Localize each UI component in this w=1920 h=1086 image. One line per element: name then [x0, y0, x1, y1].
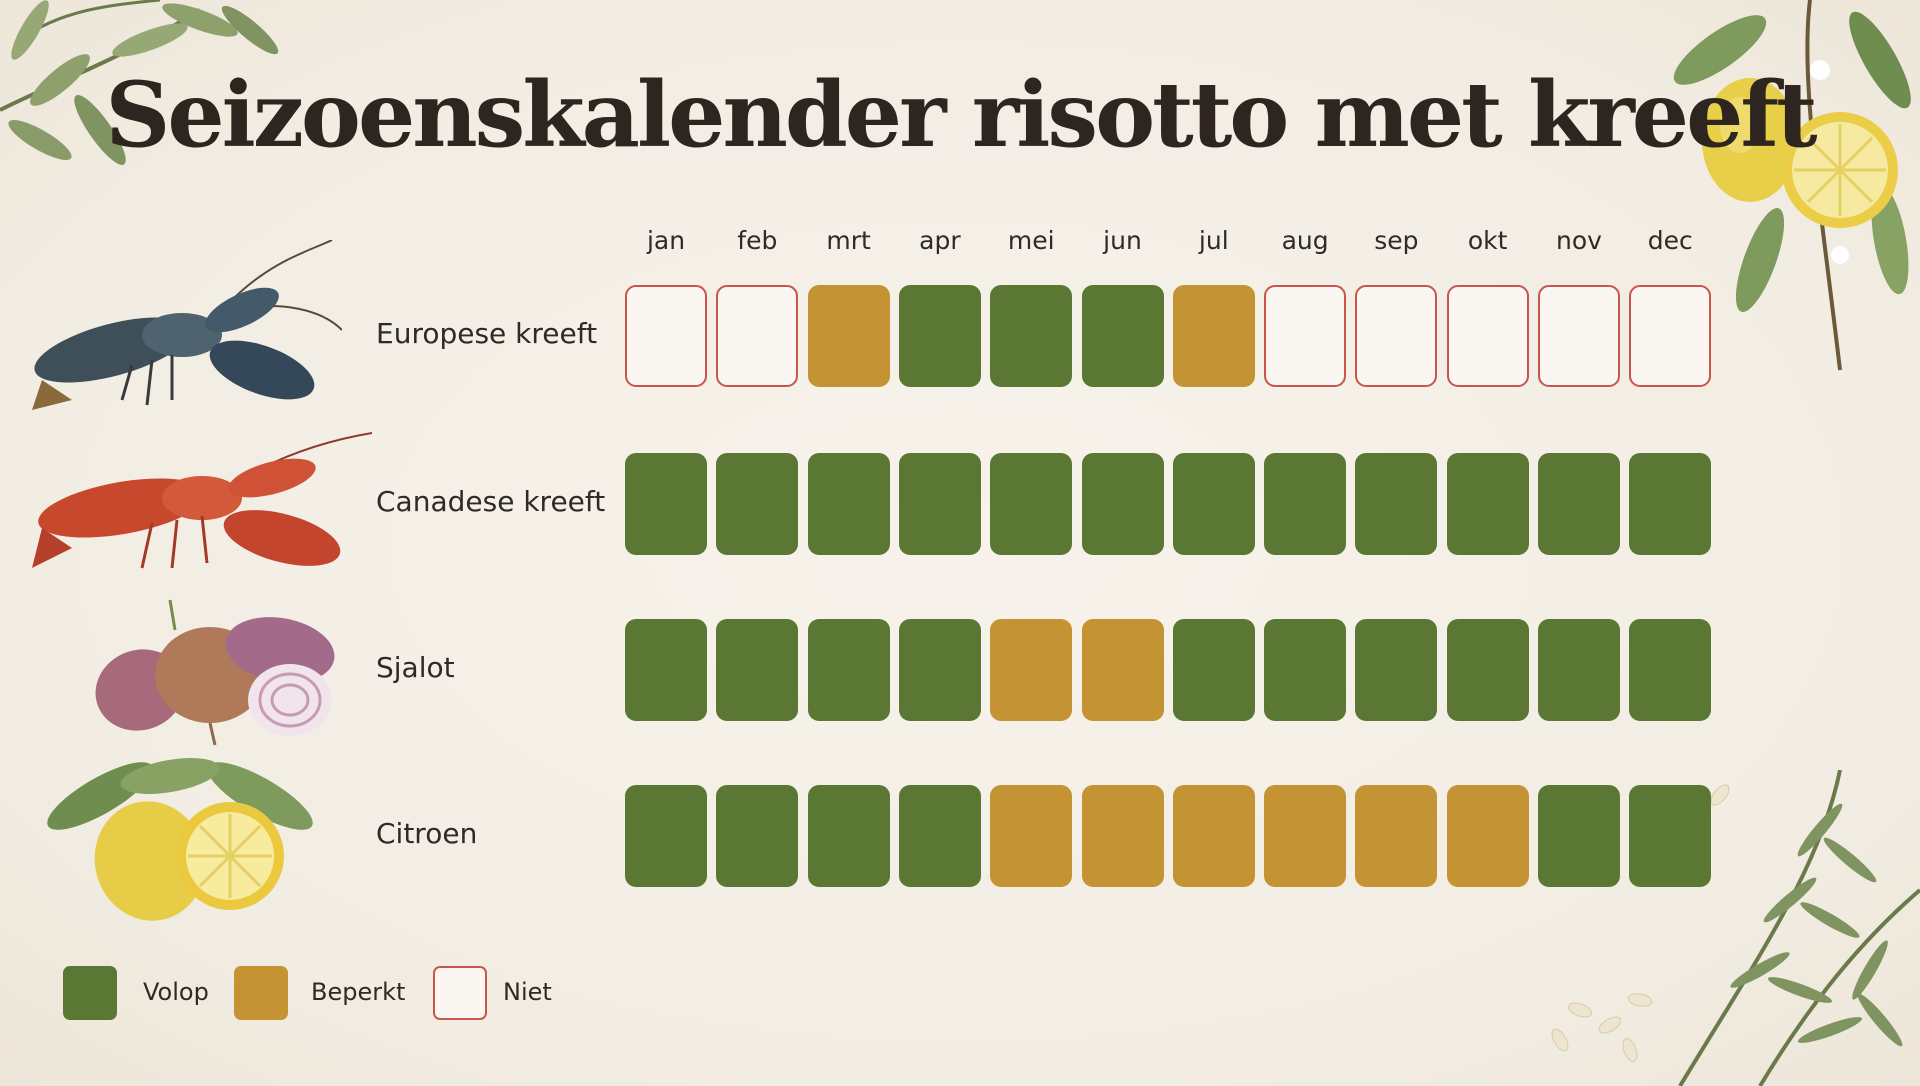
season-cell — [807, 619, 890, 721]
season-cell — [716, 453, 799, 555]
season-cell — [1355, 453, 1438, 555]
season-cell — [1355, 785, 1438, 887]
month-label: jul — [1198, 226, 1229, 255]
season-cell — [1538, 619, 1620, 721]
season-cell — [1264, 285, 1347, 387]
season-cell — [1172, 285, 1255, 387]
season-cell — [1081, 619, 1164, 721]
month-label: dec — [1647, 226, 1693, 255]
row-label: Citroen — [376, 817, 478, 850]
row-label: Sjalot — [376, 651, 455, 684]
season-cell — [898, 285, 981, 387]
season-cell — [625, 453, 707, 555]
season-cell — [1446, 785, 1529, 887]
month-label: jan — [646, 226, 686, 255]
olive-branch-icon — [0, 0, 279, 165]
season-cell — [1629, 285, 1712, 387]
month-label: mei — [1007, 226, 1055, 255]
season-cell — [990, 619, 1073, 721]
legend-swatch-beperkt — [234, 966, 288, 1020]
season-cell — [990, 785, 1073, 887]
season-cell — [807, 785, 890, 887]
season-cell — [625, 285, 707, 387]
season-cell — [716, 285, 799, 387]
season-cell — [1355, 285, 1438, 387]
season-cell — [898, 785, 981, 887]
lobster-red-icon — [32, 432, 372, 569]
month-label: aug — [1281, 226, 1329, 255]
season-cell — [807, 453, 890, 555]
lobster-blue-icon — [32, 240, 342, 410]
season-cell — [1081, 453, 1164, 555]
season-cell — [1538, 785, 1620, 887]
season-cell — [716, 785, 799, 887]
season-cell — [990, 285, 1073, 387]
season-cell — [1446, 453, 1529, 555]
row-label: Canadese kreeft — [376, 485, 606, 518]
season-cell — [990, 453, 1073, 555]
season-cell — [1264, 453, 1347, 555]
lemon-branch-icon — [1673, 0, 1911, 371]
season-cell — [1538, 285, 1620, 387]
season-cell — [716, 619, 799, 721]
season-cell — [1538, 453, 1620, 555]
season-cell — [898, 619, 981, 721]
page-title: Seizoenskalender risotto met kreeft — [105, 62, 1817, 168]
month-label: sep — [1374, 226, 1419, 255]
season-cell — [898, 453, 981, 555]
shallot-icon — [95, 599, 335, 746]
legend-label-beperkt: Beperkt — [311, 978, 406, 1006]
season-cell — [1629, 453, 1712, 555]
month-label: feb — [737, 226, 778, 255]
season-cell — [1629, 785, 1712, 887]
legend-swatch-niet — [433, 966, 487, 1020]
season-cell — [1264, 785, 1347, 887]
season-cell — [807, 285, 890, 387]
month-label: apr — [919, 226, 961, 255]
legend-swatch-volop — [63, 966, 117, 1020]
month-header: jan feb mrt apr mei jun jul aug sep okt nov dec — [625, 226, 1711, 262]
season-cell — [625, 785, 707, 887]
season-cell — [1081, 285, 1164, 387]
month-label: nov — [1556, 226, 1602, 255]
season-cell — [1355, 619, 1438, 721]
season-cell — [1446, 619, 1529, 721]
season-cell — [1172, 785, 1255, 887]
lemon-icon — [47, 758, 313, 921]
legend-label-volop: Volop — [143, 978, 209, 1006]
season-cell — [1172, 453, 1255, 555]
legend-label-niet: Niet — [503, 978, 552, 1006]
month-label: okt — [1467, 226, 1508, 255]
season-cell — [1081, 785, 1164, 887]
season-cell — [1264, 619, 1347, 721]
season-cell — [1172, 619, 1255, 721]
row-label: Europese kreeft — [376, 317, 598, 350]
month-label: jun — [1103, 226, 1142, 255]
month-label: mrt — [826, 226, 871, 255]
season-cell — [1629, 619, 1712, 721]
season-cell — [1446, 285, 1529, 387]
season-cell — [625, 619, 707, 721]
